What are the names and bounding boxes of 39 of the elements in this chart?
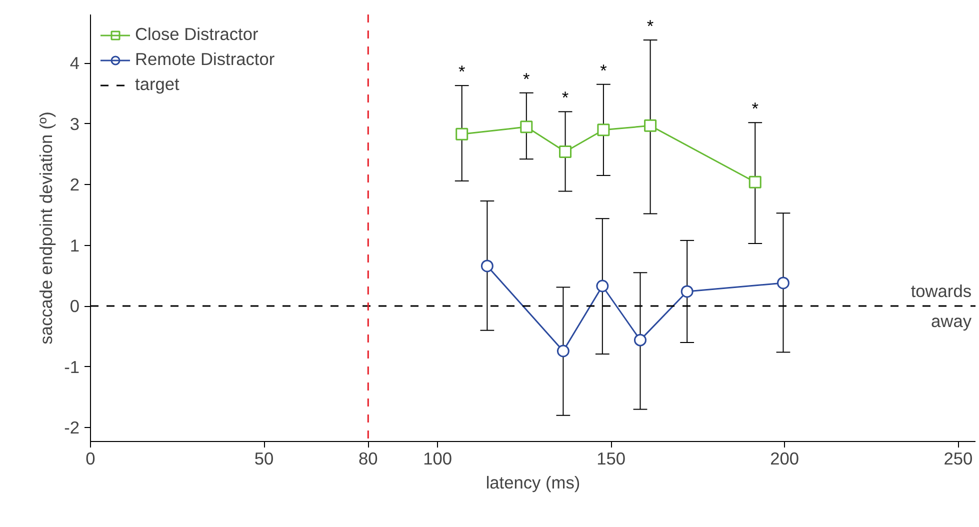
y-tick-label: -1 (64, 356, 80, 377)
annotation: * (523, 68, 530, 89)
point (644, 119, 657, 132)
point (520, 120, 533, 134)
x-tick-label: 0 (86, 448, 96, 468)
legend-label: target (135, 74, 180, 95)
x-tick-label: 80 (358, 448, 378, 468)
annotation: * (600, 60, 608, 80)
annotation: * (646, 16, 654, 36)
y-tick-label: 1 (70, 235, 80, 256)
point (456, 128, 468, 140)
point (597, 124, 610, 136)
x-tick-label: 200 (770, 448, 800, 468)
point (480, 260, 494, 272)
y-tick-label: 4 (70, 53, 80, 74)
point (776, 276, 790, 290)
point (596, 280, 609, 292)
y-tick-label: 3 (70, 114, 80, 134)
legend-label: Close Distractor (135, 24, 258, 45)
x-tick-label: 250 (944, 448, 973, 468)
point (748, 176, 762, 188)
point (634, 334, 646, 346)
annotation: towards (910, 281, 972, 302)
annotation: away (931, 311, 972, 332)
y-tick-label: -2 (64, 418, 80, 438)
point (680, 285, 694, 298)
annotation: * (752, 98, 759, 119)
x-tick-label: 50 (254, 448, 274, 468)
y-tick-label: 0 (70, 296, 80, 316)
y-axis-title: saccade endpoint deviation (º) (36, 112, 56, 344)
point (556, 344, 570, 358)
x-axis-title: latency (ms) (486, 472, 580, 492)
x-tick-label: 100 (423, 448, 452, 468)
x-tick-label: 150 (596, 448, 626, 468)
point (559, 146, 572, 158)
annotation: * (458, 62, 466, 82)
annotation: * (562, 88, 569, 108)
legend-label: Remote Distractor (135, 49, 275, 70)
y-tick-label: 2 (70, 174, 80, 195)
